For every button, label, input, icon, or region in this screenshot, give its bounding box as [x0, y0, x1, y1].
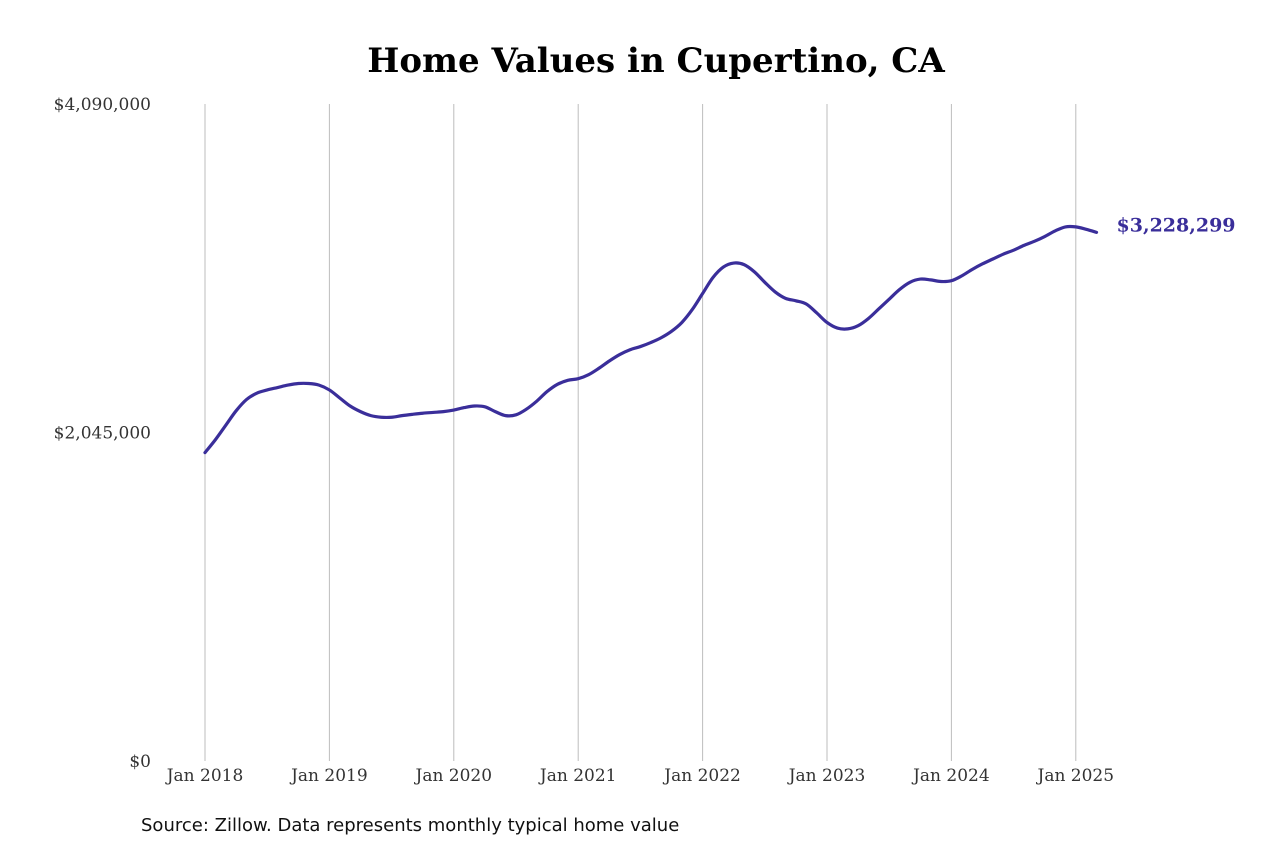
x-tick-label: Jan 2025 [1036, 766, 1115, 786]
series-line [203, 224, 1099, 455]
gridlines [204, 104, 1077, 761]
x-tick-label: Jan 2018 [165, 766, 244, 786]
end-value-label: $3,228,299 [1117, 214, 1236, 236]
y-tick-label: $2,045,000 [54, 424, 151, 444]
axes: Jan 2018 Jan 2019 Jan 2020 Jan 2021 Jan 2022… [54, 95, 1114, 786]
y-tick-label: $4,090,000 [54, 95, 151, 115]
chart-title: Home Values in Cupertino, CA [367, 41, 945, 81]
x-tick-label: Jan 2021 [538, 766, 617, 786]
source-note: Source: Zillow. Data represents monthly … [141, 815, 680, 836]
x-tick-label: Jan 2019 [289, 766, 368, 786]
series-layer: $3,228,299 [203, 214, 1236, 455]
y-tick-label: $0 [129, 752, 151, 772]
x-tick-label: Jan 2023 [787, 766, 866, 786]
x-tick-label: Jan 2022 [662, 766, 741, 786]
x-tick-label: Jan 2020 [414, 766, 493, 786]
x-tick-label: Jan 2024 [911, 766, 990, 786]
